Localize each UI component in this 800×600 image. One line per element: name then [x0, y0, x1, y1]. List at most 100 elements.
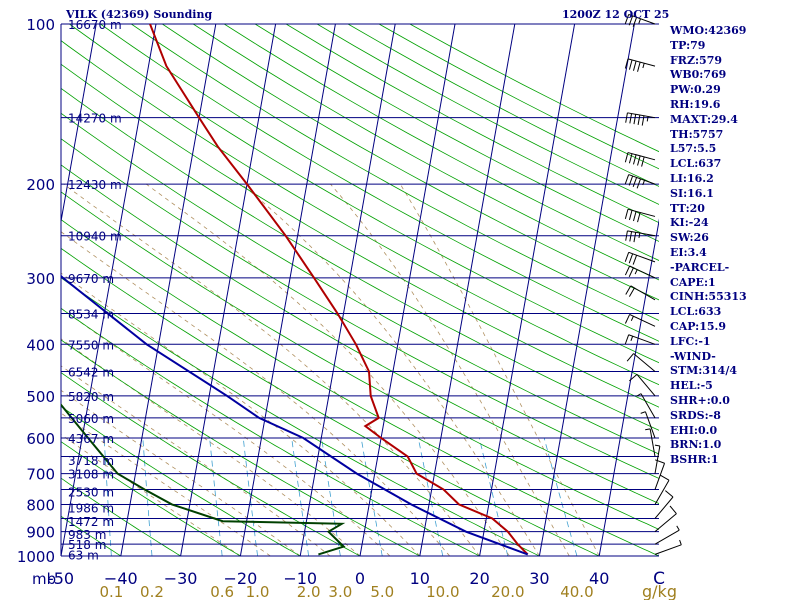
index-entry: SHR+:0.0: [670, 393, 730, 407]
wind-barb-shaft: [636, 374, 656, 397]
index-entry: WB0:769: [670, 68, 727, 82]
index-entry: BRN:1.0: [670, 438, 722, 452]
wind-barb-half-flag: [630, 316, 634, 321]
height-level-label: 6542 m: [68, 366, 114, 380]
mixing-ratio-tick-label: 3.0: [328, 583, 352, 600]
mixing-ratio-tick-label: 1.0: [246, 583, 270, 600]
index-entry: WMO:42369: [670, 24, 747, 37]
wind-barb: [625, 285, 656, 301]
mixing-ratio-tick-label: 0.1: [99, 583, 123, 600]
wind-barb-shaft: [654, 529, 680, 545]
pressure-tick-label: 600: [26, 430, 55, 448]
wind-barb-flag: [632, 17, 638, 27]
height-level-label: 63 m: [68, 548, 99, 562]
wind-barb: [625, 112, 656, 126]
wind-barb-flag: [660, 474, 670, 481]
wind-barb-flag: [628, 175, 634, 186]
mixing-ratio-tick-label: 5.0: [370, 583, 394, 600]
index-entry: BSHR:1: [670, 453, 719, 467]
index-entry: HEL:-5: [670, 379, 713, 393]
wind-barb-flag: [665, 490, 674, 498]
dewpoint-trace: [61, 403, 346, 556]
index-entry: RH:19.6: [670, 97, 721, 111]
isotherm-line: [479, 24, 576, 556]
wind-barb-flag: [629, 374, 638, 382]
height-level-label: 5060 m: [68, 412, 114, 426]
wind-barb-flag: [632, 255, 638, 265]
wind-barb-flag: [625, 285, 632, 295]
wind-barb-shaft: [628, 13, 656, 25]
pressure-tick-label: 700: [26, 466, 55, 484]
index-entry: SI:16.1: [670, 186, 714, 200]
wind-barb-shaft: [654, 544, 682, 555]
wind-barb-half-flag: [642, 180, 645, 186]
isotherm-line: [299, 24, 396, 556]
wind-barb-shaft: [654, 445, 661, 474]
pressure-tick-label: 500: [26, 388, 55, 406]
height-level-label: 12430 m: [68, 178, 122, 192]
wind-barb: [654, 444, 661, 474]
wind-barb-flag: [626, 353, 634, 362]
wind-barb-flag: [624, 265, 631, 276]
wind-barb-flag: [632, 177, 638, 188]
wind-barb-half-flag: [640, 411, 646, 414]
isotherm-line: [239, 24, 336, 556]
wind-barb-flag: [633, 232, 637, 243]
index-entry: CAPE:1: [670, 275, 716, 289]
wind-barb-flag: [641, 156, 645, 167]
height-level-label: 1986 m: [68, 501, 114, 515]
wind-barb-half-flag: [630, 335, 634, 342]
wind-barb-flag: [628, 15, 634, 26]
isotherms: [61, 24, 659, 556]
pressure-tick-label: 800: [26, 496, 55, 514]
wind-barb-flag: [628, 153, 633, 164]
wind-barb-flag: [632, 211, 637, 222]
index-entry: TP:79: [670, 38, 706, 52]
pressure-tick-label: 100: [26, 16, 55, 34]
index-entry: LCL:637: [670, 157, 722, 171]
wind-barb-flag: [628, 210, 633, 221]
height-level-label: 5820 m: [68, 390, 114, 404]
sounding-traces: [61, 24, 529, 556]
wind-barb-shaft: [654, 496, 674, 519]
wind-barb: [645, 428, 656, 457]
wind-barb-flag: [636, 178, 641, 189]
wind-barb-flag: [625, 230, 628, 241]
index-entry: -WIND-: [670, 349, 716, 363]
wind-barb-half-flag: [638, 18, 641, 24]
index-entry: LFC:-1: [670, 334, 711, 348]
temperature-tick-label: 20: [469, 569, 489, 588]
wind-barb-flag: [637, 114, 641, 125]
wind-barb-shaft: [654, 479, 670, 505]
wind-barb-half-flag: [642, 63, 645, 69]
height-level-label: 983 m: [68, 528, 106, 542]
wind-barb-flag: [624, 314, 631, 324]
wind-barb: [654, 490, 674, 519]
wind-barb-flag: [624, 252, 630, 262]
wind-barb-half-flag: [679, 539, 682, 545]
index-entry: LCL:633: [670, 305, 722, 319]
isotherm-line: [61, 24, 97, 224]
temperature-unit-label: C: [653, 569, 665, 589]
wind-barb: [629, 374, 656, 397]
wind-barb-flag: [624, 209, 629, 219]
wind-barb-flag: [624, 334, 630, 345]
mixing-ratio-tick-label: 10.0: [426, 583, 459, 600]
wind-barb-half-flag: [636, 393, 642, 397]
height-level-label: 14270 m: [68, 112, 122, 126]
wind-barb: [654, 525, 680, 545]
index-entry: PW:0.29: [670, 83, 721, 97]
temperature-tick-label: −30: [164, 569, 198, 588]
temperature-tick-label: 40: [589, 569, 609, 588]
mixing-ratio-tick-label: 2.0: [297, 583, 321, 600]
wind-barb-half-flag: [676, 525, 680, 531]
wind-barb: [624, 58, 656, 72]
wind-barb-flag: [629, 231, 633, 242]
wind-barb-flag: [629, 113, 633, 124]
wind-barb-flag: [632, 154, 637, 165]
isotherm-line: [120, 24, 217, 556]
wind-barb: [654, 459, 666, 490]
temperature-tick-label: 10: [410, 569, 430, 588]
